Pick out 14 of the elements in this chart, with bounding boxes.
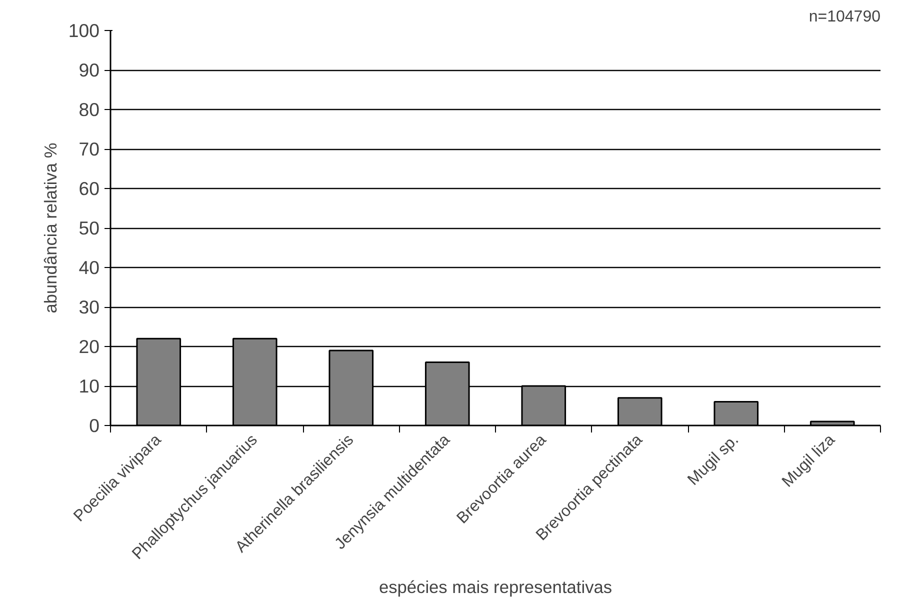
- y-tick-label: 100: [68, 20, 100, 41]
- y-tick-label: 80: [78, 99, 100, 120]
- y-tick-label: 50: [78, 218, 100, 238]
- x-axis-title: espécies mais representativas: [378, 577, 612, 598]
- y-tick-label: 20: [78, 336, 100, 357]
- y-axis-title: abundância relativa %: [40, 142, 60, 314]
- y-tick-label: 60: [78, 178, 100, 199]
- y-tick-label: 90: [78, 60, 100, 80]
- y-tick-label: 10: [78, 376, 100, 396]
- y-tick-label: 40: [78, 257, 100, 278]
- y-tick-label: 0: [89, 415, 100, 436]
- y-tick-label: 30: [78, 296, 100, 318]
- text: n=104790: [808, 8, 881, 26]
- y-tick-label: 70: [78, 138, 100, 160]
